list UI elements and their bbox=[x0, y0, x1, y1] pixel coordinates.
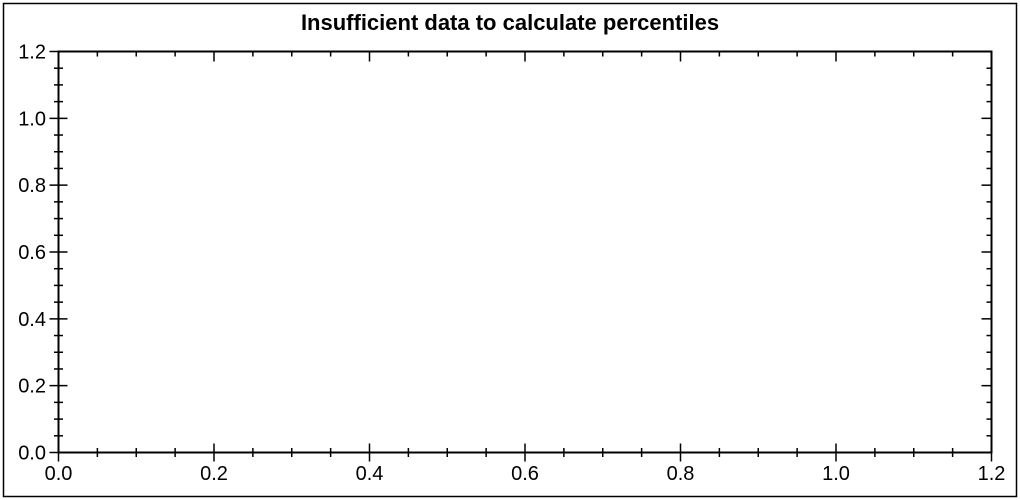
axis-ticks bbox=[49, 50, 993, 462]
y-axis-tick-label: 1.2 bbox=[18, 42, 46, 64]
y-axis-tick-label: 0.4 bbox=[18, 309, 46, 331]
y-axis-tick-label: 0.0 bbox=[18, 443, 46, 465]
x-axis-tick-label: 0.6 bbox=[511, 463, 539, 485]
y-axis-tick-label: 0.8 bbox=[18, 175, 46, 197]
y-axis-tick-label: 0.6 bbox=[18, 242, 46, 264]
x-axis-tick-label: 1.2 bbox=[978, 463, 1006, 485]
x-axis-tick-label: 0.2 bbox=[200, 463, 228, 485]
chart-title: Insufficient data to calculate percentil… bbox=[301, 10, 719, 35]
x-axis-tick-label: 0.0 bbox=[45, 463, 73, 485]
plot-area-border bbox=[57, 50, 993, 454]
x-axis-tick-label: 0.8 bbox=[667, 463, 695, 485]
axis-tick-labels: 0.0 0.2 0.4 0.6 0.8 1.0 1.2 0.0 0.2 0.4 0.6 0.8 1.0 1… bbox=[18, 42, 1005, 486]
y-axis-tick-label: 0.2 bbox=[18, 376, 46, 398]
x-axis-tick-label: 1.0 bbox=[822, 463, 850, 485]
x-axis-tick-label: 0.4 bbox=[356, 463, 384, 485]
y-axis-tick-label: 1.0 bbox=[18, 108, 46, 130]
